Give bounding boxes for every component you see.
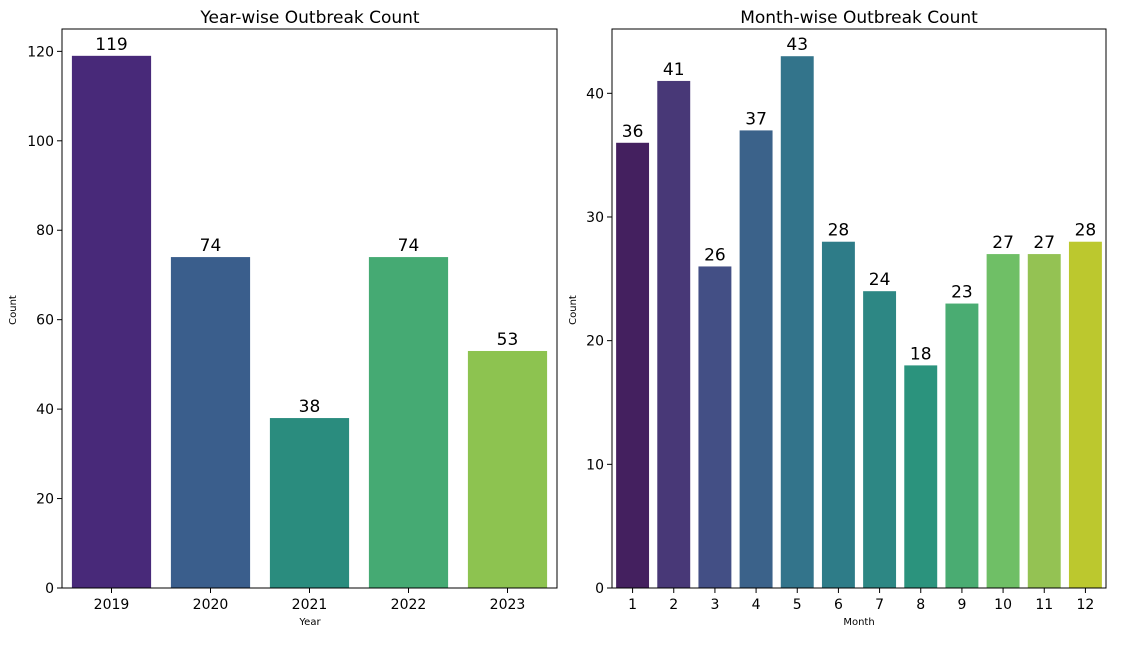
data-label-8: 18 [910,344,932,364]
bar-2019 [71,55,152,588]
y-tick-label-0: 0 [45,581,54,597]
x-tick-label-3: 3 [710,597,719,613]
chart-title: Year-wise Outbreak Count [199,8,420,28]
bar-5 [780,56,814,588]
data-label-2022: 74 [398,236,420,256]
y-axis-label: Count [8,295,19,325]
y-tick-label-10: 10 [586,457,604,473]
y-tick-label-60: 60 [36,313,54,329]
x-axis-label: Month [843,617,874,628]
y-tick-label-120: 120 [27,44,54,60]
data-label-2: 41 [663,60,685,80]
bar-1 [616,142,650,588]
data-labels: 119 74 38 74 53 [95,35,518,417]
y-tick-label-40: 40 [36,402,54,418]
data-label-2019: 119 [95,35,127,55]
bars [71,55,548,588]
plot-frame [611,28,1107,589]
data-label-6: 28 [828,221,850,241]
x-tick-label-5: 5 [793,597,802,613]
x-tick-label-12: 12 [1077,597,1095,613]
bar-9 [945,303,979,588]
data-label-2020: 74 [200,236,222,256]
data-label-9: 23 [951,283,973,303]
data-label-5: 43 [786,35,808,55]
chart-title: Month-wise Outbreak Count [740,8,978,28]
bar-2022 [368,257,449,588]
year-wise-chart: Year-wise Outbreak Count Count Year 119 7… [8,8,558,628]
data-label-3: 26 [704,245,726,265]
y-axis: 0 20 40 60 80 100 120 [27,44,62,597]
bar-2021 [269,418,350,588]
data-labels: 36 41 26 37 43 28 24 18 23 27 27 28 [622,35,1096,364]
y-tick-label-80: 80 [36,223,54,239]
x-tick-label-10: 10 [994,597,1012,613]
y-tick-label-40: 40 [586,86,604,102]
data-label-10: 27 [992,233,1014,253]
y-tick-label-100: 100 [27,134,54,150]
bar-2023 [467,350,548,588]
x-tick-label-7: 7 [875,597,884,613]
month-wise-chart: Month-wise Outbreak Count Count Month 36… [568,8,1107,628]
bar-6 [821,241,855,588]
bar-3 [698,266,732,588]
x-tick-label-2019: 2019 [94,597,130,613]
y-tick-label-20: 20 [36,492,54,508]
x-axis-label: Year [298,617,321,628]
x-tick-label-6: 6 [834,597,843,613]
plot-frame [61,28,558,589]
data-label-11: 27 [1033,233,1055,253]
bar-11 [1027,254,1061,588]
data-label-12: 28 [1075,221,1097,241]
data-label-7: 24 [869,270,891,290]
bars [616,56,1102,588]
x-tick-label-2023: 2023 [490,597,526,613]
bar-4 [739,130,773,588]
x-axis: 2019 2020 2021 2022 2023 [94,588,526,613]
x-tick-label-11: 11 [1035,597,1053,613]
y-tick-label-30: 30 [586,210,604,226]
x-tick-label-2022: 2022 [391,597,427,613]
x-tick-label-1: 1 [628,597,637,613]
x-tick-label-4: 4 [752,597,761,613]
bar-2 [657,80,691,588]
y-tick-label-0: 0 [595,581,604,597]
x-tick-label-8: 8 [916,597,925,613]
y-axis: 0 10 20 30 40 [586,86,612,597]
data-label-4: 37 [745,109,767,129]
data-label-2023: 53 [497,330,519,350]
x-tick-label-2020: 2020 [193,597,229,613]
data-label-1: 36 [622,122,644,142]
data-label-2021: 38 [299,397,321,417]
bar-2020 [170,257,251,588]
bar-8 [904,365,938,588]
bar-12 [1068,241,1102,588]
x-tick-label-2021: 2021 [292,597,328,613]
x-axis: 1 2 3 4 5 6 7 8 9 10 11 12 [628,588,1094,613]
x-tick-label-9: 9 [957,597,966,613]
y-axis-label: Count [568,295,579,325]
y-tick-label-20: 20 [586,334,604,350]
bar-10 [986,254,1020,588]
x-tick-label-2: 2 [669,597,678,613]
bar-7 [863,291,897,588]
